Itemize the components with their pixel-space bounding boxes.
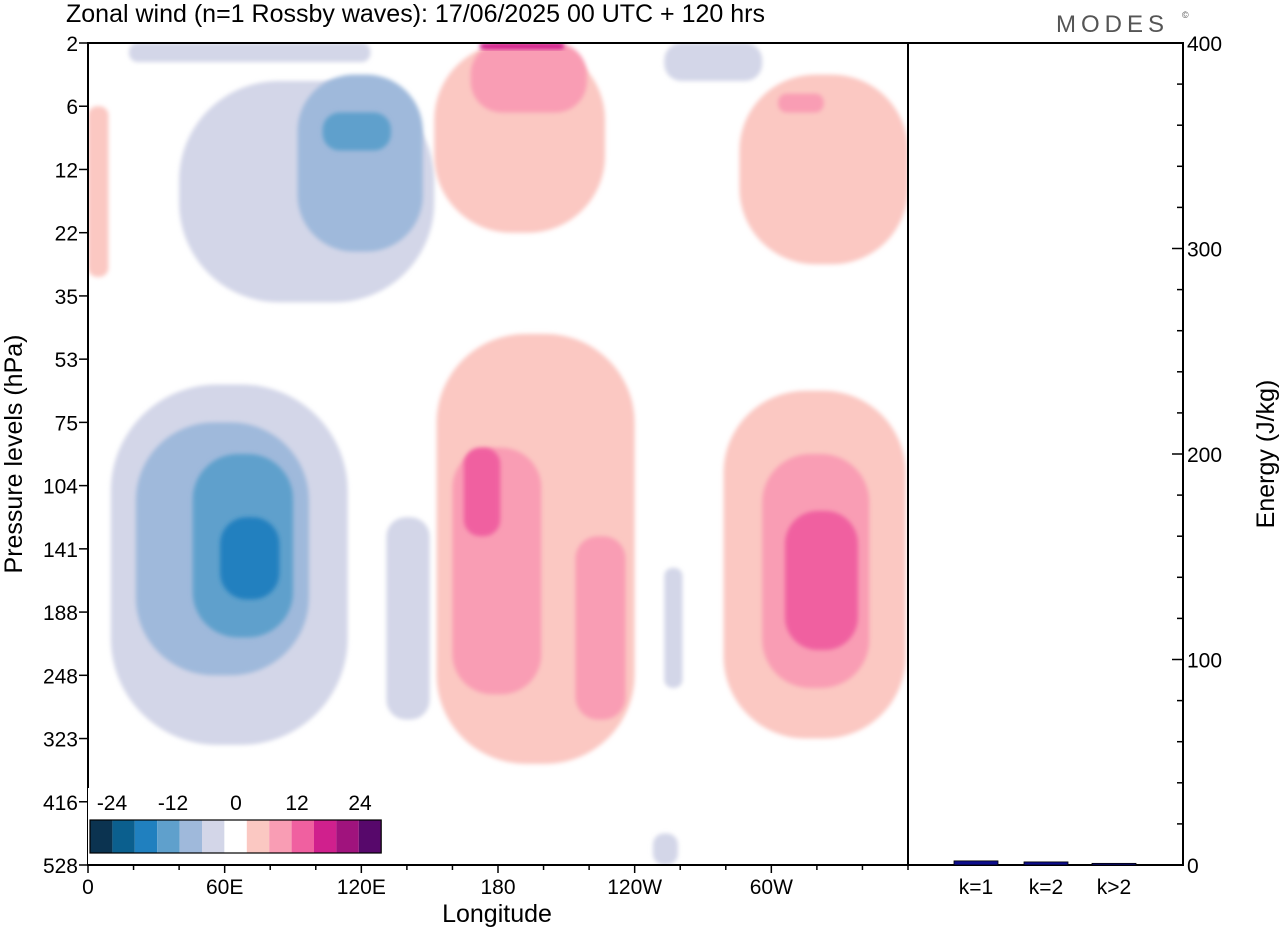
contour-region-neg-1 bbox=[297, 74, 423, 252]
energy-tick-label: 200 bbox=[1187, 444, 1222, 467]
y-tick-label: 12 bbox=[55, 159, 78, 182]
contour-layer bbox=[88, 43, 908, 865]
y-tick-label: 416 bbox=[43, 792, 78, 815]
y-tick-label: 104 bbox=[43, 476, 78, 499]
contour-region-neg-22 bbox=[652, 833, 678, 865]
colorbar-swatch bbox=[314, 820, 337, 853]
contour-region-pos-9 bbox=[575, 536, 626, 720]
colorbar-tick-label: -24 bbox=[97, 792, 128, 815]
y-tick-label: 22 bbox=[55, 223, 78, 246]
y-tick-label: 6 bbox=[66, 96, 78, 119]
energy-bar-label: k=1 bbox=[959, 876, 993, 899]
colorbar-swatch bbox=[179, 820, 202, 853]
chart-title: Zonal wind (n=1 Rossby waves): 17/06/202… bbox=[66, 0, 765, 28]
contour-region-neg-21 bbox=[664, 567, 683, 688]
contour-region-pos-13 bbox=[785, 510, 858, 651]
colorbar-swatch bbox=[224, 820, 247, 853]
y-tick-label: 141 bbox=[43, 539, 78, 562]
x-tick-label: 60W bbox=[750, 876, 793, 899]
colorbar-swatch bbox=[291, 820, 314, 853]
energy-axis-label: Energy (J/kg) bbox=[1252, 380, 1280, 529]
modes-logo-text: MODES bbox=[1056, 11, 1169, 38]
energy-bar-2 bbox=[1023, 861, 1069, 866]
energy-bar-label: k>2 bbox=[1097, 876, 1131, 899]
y-tick-label: 35 bbox=[55, 286, 78, 309]
colorbar-frame bbox=[89, 819, 382, 854]
energy-bar-3 bbox=[1091, 862, 1137, 866]
colorbar-swatch bbox=[134, 820, 158, 853]
x-tick-label: 0 bbox=[82, 876, 94, 899]
colorbar-tick-label: 24 bbox=[348, 792, 372, 815]
colorbar-swatch bbox=[269, 820, 292, 853]
energy-bar-label: k=2 bbox=[1029, 876, 1063, 899]
x-tick-label: 180 bbox=[480, 876, 515, 899]
energy-plot-frame bbox=[907, 42, 1184, 866]
x-axis-label: Longitude bbox=[442, 900, 552, 928]
y-tick-label: 528 bbox=[43, 855, 78, 878]
colorbar-swatch bbox=[202, 820, 225, 853]
colorbar-tick-label: 0 bbox=[230, 792, 242, 815]
contour-region-pos-18 bbox=[778, 93, 824, 113]
y-tick-label: 53 bbox=[55, 349, 78, 372]
energy-tick-label: 400 bbox=[1187, 33, 1222, 56]
y-axis-label: Pressure levels (hPa) bbox=[0, 335, 28, 574]
contour-region-neg-20 bbox=[386, 517, 430, 720]
modes-logo: MODES © bbox=[1056, 10, 1189, 38]
colorbar-swatch bbox=[358, 820, 382, 853]
energy-tick-label: 100 bbox=[1187, 650, 1222, 673]
contour-region-neg-6 bbox=[220, 517, 280, 600]
energy-bar-1 bbox=[953, 860, 999, 866]
contour-region-pos-17 bbox=[739, 74, 908, 265]
contour-region-pos-19 bbox=[88, 106, 109, 277]
energy-tick-label: 0 bbox=[1187, 855, 1199, 878]
colorbar-swatch bbox=[90, 820, 113, 853]
colorbar-swatch bbox=[246, 820, 270, 853]
colorbar-tick-label: -12 bbox=[158, 792, 188, 815]
colorbar-swatch bbox=[112, 820, 135, 853]
colorbar-swatch bbox=[336, 820, 359, 853]
x-tick-label: 60E bbox=[206, 876, 243, 899]
colorbar-swatch bbox=[157, 820, 180, 853]
contour-region-pos-15 bbox=[470, 43, 587, 113]
y-tick-label: 188 bbox=[43, 602, 78, 625]
modes-logo-mark: © bbox=[1182, 10, 1189, 20]
contour-region-pos-10 bbox=[463, 447, 501, 537]
energy-tick-label: 300 bbox=[1187, 239, 1222, 262]
x-tick-label: 120W bbox=[607, 876, 662, 899]
y-tick-label: 75 bbox=[55, 412, 78, 435]
x-tick-label: 120E bbox=[337, 876, 386, 899]
contour-region-neg-2 bbox=[322, 112, 391, 151]
contour-region-pos-16 bbox=[479, 43, 565, 50]
y-tick-label: 2 bbox=[66, 33, 78, 56]
y-tick-label: 248 bbox=[43, 665, 78, 688]
contour-region-neg-24 bbox=[664, 43, 763, 81]
y-tick-label: 323 bbox=[43, 729, 78, 752]
contour-region-neg-23 bbox=[129, 43, 371, 62]
colorbar-tick-label: 12 bbox=[285, 792, 308, 815]
